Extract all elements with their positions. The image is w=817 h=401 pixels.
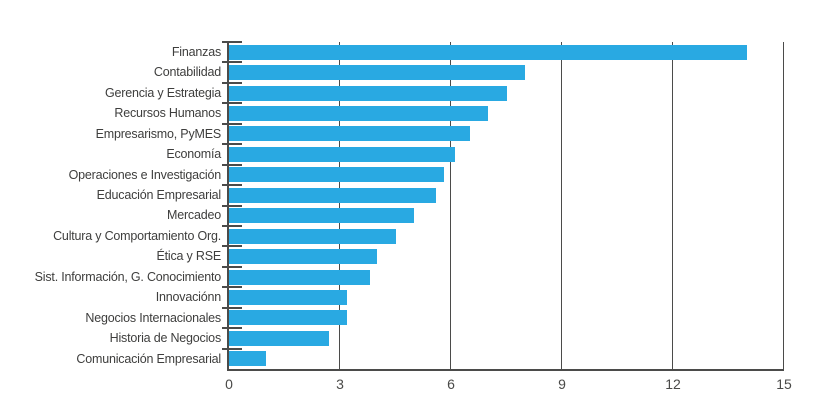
bar-row: Recursos Humanos: [0, 103, 817, 123]
bar: [229, 269, 370, 285]
bar-row: Economía: [0, 144, 817, 164]
category-label: Innovaciónn: [155, 290, 221, 305]
bar-row: Gerencia y Estrategia: [0, 83, 817, 103]
bar-row: Comunicación Empresarial: [0, 349, 817, 369]
bar: [229, 289, 348, 305]
category-label: Empresarismo, PyMES: [95, 126, 222, 141]
plot-area: [229, 42, 784, 369]
bar-row: Cultura y Comportamiento Org.: [0, 226, 817, 246]
category-tick: [222, 102, 242, 105]
bar-row: Historia de Negocios: [0, 328, 817, 348]
x-tick-label: 3: [336, 376, 344, 392]
category-tick: [222, 327, 242, 330]
category-label: Historia de Negocios: [109, 331, 222, 346]
bar-row: Negocios Internacionales: [0, 308, 817, 328]
x-axis: [227, 369, 784, 371]
bar: [229, 44, 747, 60]
x-tick-label: 9: [558, 376, 566, 392]
category-label: Economía: [166, 147, 221, 162]
bar: [229, 167, 444, 183]
bar-row: Ética y RSE: [0, 246, 817, 266]
gridline: [339, 42, 340, 369]
bar-row: Educación Empresarial: [0, 185, 817, 205]
bar: [229, 146, 455, 162]
gridline: [783, 42, 784, 369]
category-label: Negocios Internacionales: [85, 310, 221, 325]
x-tick-label: 12: [665, 376, 681, 392]
category-tick: [222, 224, 242, 227]
category-label: Cultura y Comportamiento Org.: [53, 228, 221, 243]
bar: [229, 106, 488, 122]
bar-row: Empresarismo, PyMES: [0, 124, 817, 144]
x-tick-label: 15: [776, 376, 792, 392]
category-label: Ética y RSE: [156, 249, 222, 264]
category-tick: [222, 61, 242, 64]
gridline: [672, 42, 673, 369]
category-label: Mercadeo: [167, 208, 221, 223]
category-label: Sist. Información, G. Conocimiento: [34, 269, 222, 284]
x-tick-label: 6: [447, 376, 455, 392]
bar-row: Mercadeo: [0, 206, 817, 226]
category-tick: [222, 245, 242, 248]
category-label: Comunicación Empresarial: [76, 351, 221, 366]
bar-row: Contabilidad: [0, 62, 817, 82]
bar-row: Finanzas: [0, 42, 817, 62]
bar: [229, 249, 377, 265]
bar: [229, 85, 507, 101]
bar-row: Sist. Información, G. Conocimiento: [0, 267, 817, 287]
category-label: Finanzas: [171, 44, 221, 59]
x-tick-label: 0: [225, 376, 233, 392]
category-tick: [222, 265, 242, 268]
category-label: Operaciones e Investigación: [68, 167, 222, 182]
category-tick: [222, 143, 242, 146]
gridline: [450, 42, 451, 369]
category-tick: [222, 122, 242, 125]
category-tick: [222, 347, 242, 350]
bar: [229, 208, 414, 224]
category-label: Recursos Humanos: [114, 106, 221, 121]
category-tick: [222, 41, 242, 43]
category-tick: [222, 81, 242, 84]
category-tick: [222, 184, 242, 187]
category-tick: [222, 306, 242, 309]
bar: [229, 65, 525, 81]
bar: [229, 310, 348, 326]
category-label: Gerencia y Estrategia: [105, 85, 221, 100]
bar: [229, 351, 266, 367]
bar: [229, 187, 437, 203]
bar-row: Operaciones e Investigación: [0, 165, 817, 185]
bar: [229, 126, 470, 142]
bar: [229, 228, 396, 244]
category-tick: [222, 204, 242, 207]
category-label: Educación Empresarial: [96, 188, 222, 203]
bar-row: Innovaciónn: [0, 287, 817, 307]
bar: [229, 330, 329, 346]
gridline: [561, 42, 562, 369]
category-tick: [222, 286, 242, 289]
category-label: Contabilidad: [153, 65, 221, 80]
category-tick: [222, 163, 242, 166]
